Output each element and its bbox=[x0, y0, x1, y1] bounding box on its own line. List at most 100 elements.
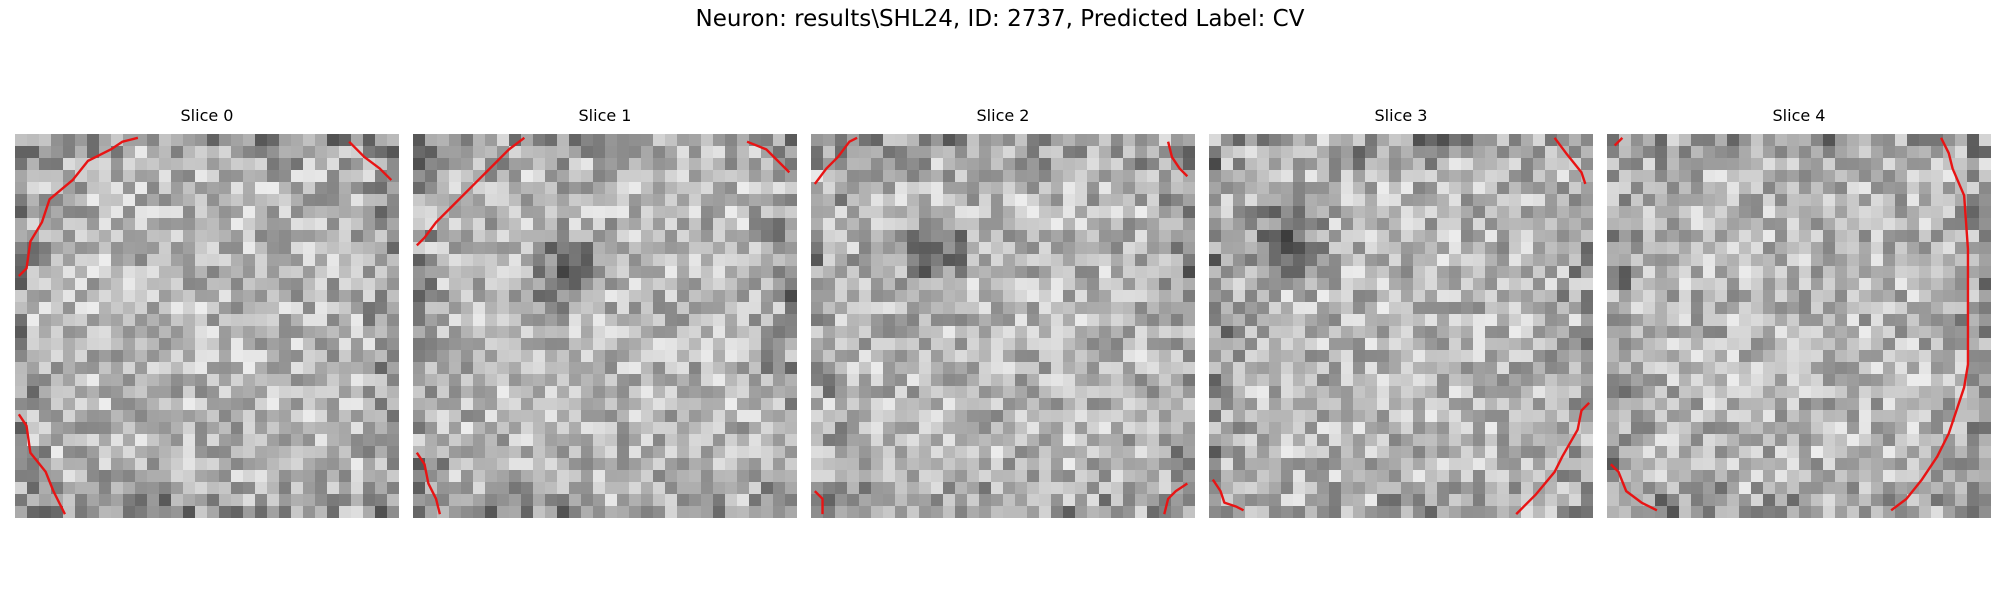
slice-pixel bbox=[461, 350, 474, 363]
slice-pixel bbox=[303, 350, 316, 363]
slice-pixel bbox=[1281, 290, 1294, 303]
slice-pixel bbox=[231, 254, 244, 267]
slice-pixel bbox=[1365, 362, 1378, 375]
slice-pixel bbox=[1473, 386, 1486, 399]
slice-pixel bbox=[135, 170, 148, 183]
slice-pixel bbox=[327, 290, 340, 303]
slice-pixel bbox=[1823, 422, 1836, 435]
slice-pixel bbox=[1449, 398, 1462, 411]
slice-pixel bbox=[823, 326, 836, 339]
slice-pixel bbox=[207, 398, 220, 411]
slice-pixel bbox=[1607, 410, 1620, 423]
slice-pixel bbox=[159, 290, 172, 303]
slice-pixel bbox=[509, 458, 522, 471]
slice-pixel bbox=[737, 494, 750, 507]
slice-pixel bbox=[375, 410, 388, 423]
slice-pixel bbox=[1305, 230, 1318, 243]
slice-pixel bbox=[895, 362, 908, 375]
slice-pixel bbox=[1281, 410, 1294, 423]
slice-pixel bbox=[1159, 158, 1172, 171]
slice-pixel bbox=[1123, 482, 1136, 495]
slice-pixel bbox=[653, 326, 666, 339]
slice-pixel bbox=[1619, 158, 1632, 171]
slice-pixel bbox=[1775, 194, 1788, 207]
slice-pixel bbox=[1377, 326, 1390, 339]
slice-pixel bbox=[1087, 278, 1100, 291]
slice-pixel bbox=[689, 506, 702, 518]
slice-pixel bbox=[1823, 446, 1836, 459]
slice-pixel bbox=[979, 134, 992, 147]
slice-pixel bbox=[1847, 338, 1860, 351]
slice-pixel bbox=[1075, 506, 1088, 518]
slice-pixel bbox=[677, 494, 690, 507]
slice-pixel bbox=[1305, 434, 1318, 447]
slice-pixel bbox=[1811, 170, 1824, 183]
slice-pixel bbox=[497, 494, 510, 507]
slice-pixel bbox=[1039, 506, 1052, 518]
slice-pixel bbox=[497, 170, 510, 183]
slice-pixel bbox=[1643, 278, 1656, 291]
slice-pixel bbox=[1449, 314, 1462, 327]
slice-pixel bbox=[521, 446, 534, 459]
slice-pixel bbox=[1895, 446, 1908, 459]
slice-pixel bbox=[1907, 206, 1920, 219]
slice-pixel bbox=[701, 242, 714, 255]
slice-pixel bbox=[219, 326, 232, 339]
slice-pixel bbox=[605, 386, 618, 399]
slice-pixel bbox=[1171, 422, 1184, 435]
slice-pixel bbox=[1135, 458, 1148, 471]
slice-pixel bbox=[183, 386, 196, 399]
slice-pixel bbox=[943, 230, 956, 243]
slice-pixel bbox=[1233, 182, 1246, 195]
slice-pixel bbox=[785, 218, 797, 231]
slice-pixel bbox=[27, 314, 40, 327]
slice-pixel bbox=[1461, 410, 1474, 423]
slice-pixel bbox=[1171, 254, 1184, 267]
slice-pixel bbox=[1545, 254, 1558, 267]
slice-pixel bbox=[159, 182, 172, 195]
slice-pixel bbox=[1425, 494, 1438, 507]
slice-pixel bbox=[533, 422, 546, 435]
slice-pixel bbox=[267, 398, 280, 411]
slice-pixel bbox=[461, 470, 474, 483]
slice-pixel bbox=[1293, 134, 1306, 147]
slice-pixel bbox=[123, 290, 136, 303]
slice-pixel bbox=[1123, 182, 1136, 195]
slice-pixel bbox=[75, 362, 88, 375]
slice-pixel bbox=[1497, 338, 1510, 351]
slice-pixel bbox=[665, 194, 678, 207]
slice-pixel bbox=[919, 338, 932, 351]
slice-pixel bbox=[351, 218, 364, 231]
slice-pixel bbox=[183, 278, 196, 291]
slice-pixel bbox=[1003, 350, 1016, 363]
slice-pixel bbox=[267, 158, 280, 171]
slice-pixel bbox=[1437, 194, 1450, 207]
slice-pixel bbox=[581, 422, 594, 435]
slice-pixel bbox=[545, 470, 558, 483]
slice-pixel bbox=[919, 506, 932, 518]
slice-pixel bbox=[1317, 266, 1330, 279]
slice-pixel bbox=[315, 266, 328, 279]
slice-pixel bbox=[291, 446, 304, 459]
slice-pixel bbox=[99, 158, 112, 171]
slice-pixel bbox=[1159, 350, 1172, 363]
slice-pixel bbox=[1895, 218, 1908, 231]
slice-pixel bbox=[63, 206, 76, 219]
slice-pixel bbox=[339, 314, 352, 327]
slice-pixel bbox=[1135, 242, 1148, 255]
slice-pixel bbox=[991, 362, 1004, 375]
slice-pixel bbox=[39, 434, 52, 447]
slice-pixel bbox=[485, 194, 498, 207]
slice-pixel bbox=[1209, 398, 1222, 411]
slice-pixel bbox=[1895, 410, 1908, 423]
slice-pixel bbox=[449, 302, 462, 315]
slice-pixel bbox=[1787, 290, 1800, 303]
slice-pixel bbox=[1413, 494, 1426, 507]
slice-pixel bbox=[1233, 314, 1246, 327]
slice-pixel bbox=[1643, 230, 1656, 243]
slice-pixel bbox=[1341, 386, 1354, 399]
slice-pixel bbox=[1159, 254, 1172, 267]
slice-pixel bbox=[823, 398, 836, 411]
slice-pixel bbox=[1377, 482, 1390, 495]
slice-pixel bbox=[87, 218, 100, 231]
